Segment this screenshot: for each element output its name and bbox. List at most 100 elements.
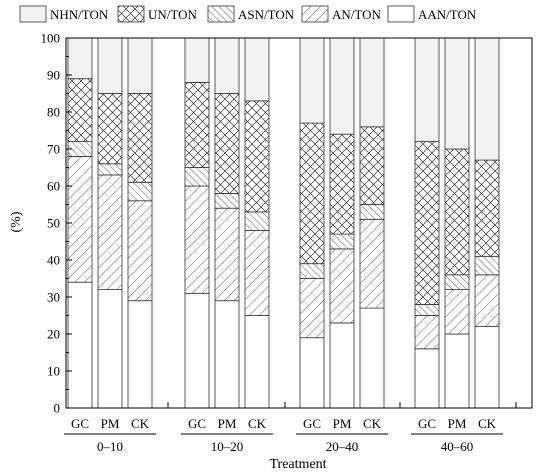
legend-label-un: UN/TON <box>148 7 197 22</box>
legend-swatch-un <box>117 5 145 23</box>
x-tick-label: PM <box>333 416 352 431</box>
x-tick-label: CK <box>248 416 267 431</box>
bar-segment-asn-1020-ck <box>244 211 270 231</box>
bar-segment-aan-2040-gc <box>299 337 325 409</box>
bar-segment-asn-1020-pm <box>214 192 240 209</box>
bar-segment-an-2040-ck <box>359 218 385 309</box>
bar-segment-un-4060-gc <box>414 141 440 305</box>
x-tick-label: GC <box>71 416 89 431</box>
bar-segment-an-1020-pm <box>214 207 240 302</box>
bar-segment-aan-010-pm <box>97 289 123 409</box>
bar-segment-un-1020-pm <box>214 93 240 194</box>
bar-segment-nhn-1020-gc <box>184 37 210 83</box>
bar-segment-aan-2040-ck <box>359 307 385 409</box>
bar-segment-un-2040-pm <box>329 133 355 235</box>
x-axis-title: Treatment <box>269 457 326 472</box>
bar-segment-un-2040-gc <box>299 122 325 265</box>
x-tick-label: PM <box>101 416 120 431</box>
bar-segment-an-1020-gc <box>184 185 210 294</box>
y-tick-label: 50 <box>47 216 60 231</box>
bar-segment-an-010-ck <box>127 200 153 302</box>
bar-segment-un-010-gc <box>67 78 93 142</box>
bar-segment-an-2040-gc <box>299 278 325 339</box>
bar-segment-aan-1020-pm <box>214 300 240 409</box>
x-group-label: 0–10 <box>97 439 123 454</box>
bar-segment-aan-4060-gc <box>414 348 440 409</box>
y-tick-label: 80 <box>47 105 60 120</box>
y-tick-label: 100 <box>41 31 61 46</box>
bar-segment-nhn-1020-ck <box>244 37 270 102</box>
legend-swatch-aan <box>387 5 415 23</box>
x-tick-label: CK <box>363 416 382 431</box>
x-tick-label: CK <box>478 416 497 431</box>
y-tick-label: 20 <box>47 327 60 342</box>
bar-segment-nhn-010-pm <box>97 37 123 94</box>
legend-swatch-nhn <box>19 5 47 23</box>
bar-segment-nhn-4060-gc <box>414 37 440 142</box>
bar-segment-an-4060-gc <box>414 315 440 350</box>
bar-segment-un-1020-ck <box>244 100 270 213</box>
legend-swatch-asn <box>207 5 235 23</box>
bar-segment-asn-2040-gc <box>299 263 325 279</box>
y-tick-label: 40 <box>47 253 60 268</box>
x-group-label: 10–20 <box>211 439 244 454</box>
bar-segment-an-010-gc <box>67 155 93 283</box>
y-tick-label: 30 <box>47 290 60 305</box>
x-tick-label: GC <box>418 416 436 431</box>
x-group-label: 40–60 <box>441 439 474 454</box>
bar-segment-nhn-010-ck <box>127 37 153 94</box>
bar-segment-an-2040-pm <box>329 248 355 324</box>
axes-layer: GC PM CK 0–10 GC PM CK 10–20 GC PM CK 20–40 GC PM CK 40… <box>41 31 533 454</box>
bar-segment-nhn-4060-pm <box>444 37 470 150</box>
y-tick-label: 90 <box>47 68 60 83</box>
x-tick-label: PM <box>448 416 467 431</box>
x-tick-label: CK <box>131 416 150 431</box>
bar-segment-asn-2040-pm <box>329 233 355 250</box>
y-tick-label: 0 <box>54 401 61 416</box>
bar-segment-nhn-2040-pm <box>329 37 355 135</box>
y-axis-title: (%) <box>9 211 24 232</box>
bar-segment-nhn-2040-ck <box>359 37 385 128</box>
bar-segment-aan-1020-gc <box>184 292 210 409</box>
bar-segment-nhn-4060-ck <box>474 37 500 161</box>
legend-label-nhn: NHN/TON <box>50 7 109 22</box>
bar-segment-asn-2040-ck <box>359 204 385 220</box>
y-tick-label: 10 <box>47 364 60 379</box>
bar-segment-un-4060-ck <box>474 159 500 257</box>
bar-segment-aan-2040-pm <box>329 322 355 409</box>
bar-segment-an-1020-ck <box>244 229 270 316</box>
bar-segment-nhn-010-gc <box>67 37 93 80</box>
legend-label-an: AN/TON <box>332 7 381 22</box>
x-tick-label: GC <box>188 416 206 431</box>
bar-segment-un-010-pm <box>97 93 123 165</box>
bar-segment-aan-4060-ck <box>474 326 500 409</box>
bar-segment-asn-1020-gc <box>184 167 210 187</box>
legend-label-aan: AAN/TON <box>418 7 477 22</box>
y-tick-label: 70 <box>47 142 60 157</box>
bar-segment-asn-4060-pm <box>444 274 470 290</box>
bar-segment-asn-4060-gc <box>414 303 440 316</box>
bar-segment-aan-010-gc <box>67 281 93 409</box>
legend-swatch-an <box>301 5 329 23</box>
bar-segment-aan-1020-ck <box>244 315 270 409</box>
bar-segment-an-4060-ck <box>474 274 500 327</box>
bar-segment-an-4060-pm <box>444 289 470 335</box>
bars-layer <box>67 37 500 409</box>
bar-segment-un-4060-pm <box>444 148 470 276</box>
bar-segment-nhn-1020-pm <box>214 37 240 94</box>
bar-segment-aan-010-ck <box>127 300 153 409</box>
x-group-label: 20–40 <box>326 439 359 454</box>
legend: NHN/TON UN/TON ASN/TON AN/TON AAN/TON <box>19 5 477 23</box>
bar-segment-aan-4060-pm <box>444 333 470 409</box>
y-tick-label: 60 <box>47 179 60 194</box>
bar-segment-asn-010-ck <box>127 181 153 202</box>
bar-segment-asn-010-pm <box>97 163 123 176</box>
bar-segment-un-1020-gc <box>184 82 210 168</box>
bar-segment-an-010-pm <box>97 174 123 290</box>
bar-segment-un-2040-ck <box>359 126 385 205</box>
legend-label-asn: ASN/TON <box>238 7 295 22</box>
bar-segment-asn-4060-ck <box>474 255 500 276</box>
x-tick-label: GC <box>303 416 321 431</box>
bar-segment-nhn-2040-gc <box>299 37 325 124</box>
